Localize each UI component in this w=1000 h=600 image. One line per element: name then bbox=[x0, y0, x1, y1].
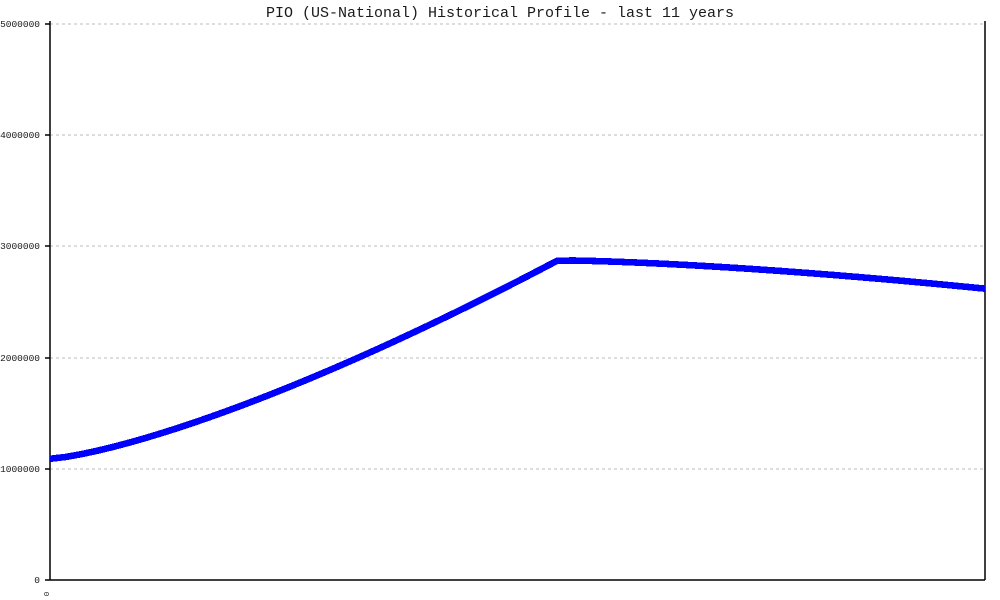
svg-text:2000000: 2000000 bbox=[0, 353, 40, 364]
svg-text:1000000: 1000000 bbox=[0, 464, 40, 475]
svg-text:4000000: 4000000 bbox=[0, 130, 40, 141]
svg-text:3000000: 3000000 bbox=[0, 241, 40, 252]
svg-text:5000000: 5000000 bbox=[0, 19, 40, 30]
svg-text:0: 0 bbox=[34, 575, 40, 586]
svg-text:0: 0 bbox=[44, 591, 52, 596]
